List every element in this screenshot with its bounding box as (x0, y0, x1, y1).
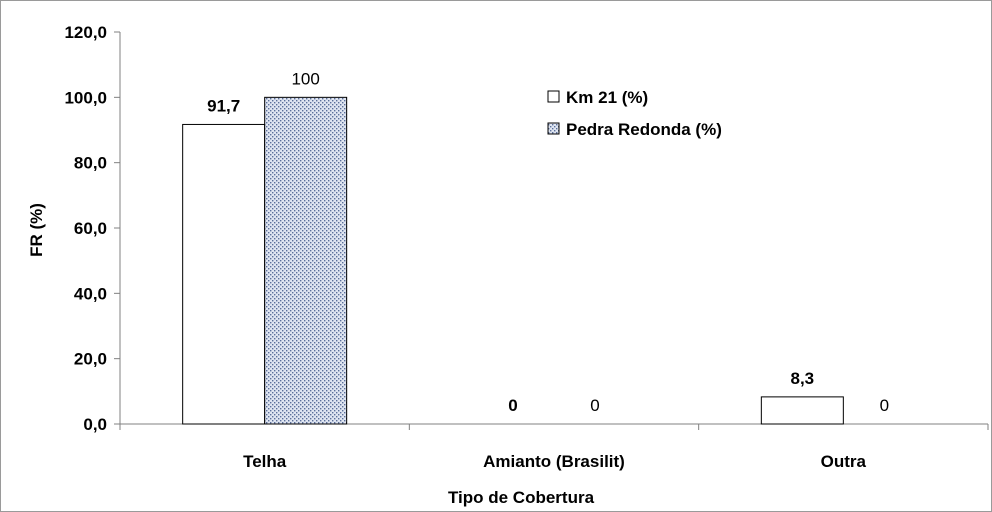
bar-km21 (182, 123, 266, 425)
y-tick-label: 60,0 (74, 219, 107, 238)
data-label: 8,3 (791, 369, 815, 388)
y-axis-title: FR (%) (27, 203, 46, 257)
x-tick-label: Outra (821, 452, 867, 471)
x-tick-label: Telha (243, 452, 287, 471)
data-label: 91,7 (207, 96, 240, 115)
y-tick-label: 40,0 (74, 284, 107, 303)
data-label: 0 (880, 396, 889, 415)
x-axis-title: Tipo de Cobertura (448, 488, 595, 507)
legend-swatch (547, 90, 560, 103)
y-tick-label: 0,0 (83, 415, 107, 434)
data-label: 100 (291, 69, 319, 88)
legend-label: Km 21 (%) (566, 88, 648, 107)
bar-pedra-redonda (264, 96, 348, 425)
legend-swatch (547, 122, 560, 135)
y-tick-label: 80,0 (74, 154, 107, 173)
legend-label: Pedra Redonda (%) (566, 120, 722, 139)
y-tick-label: 100,0 (64, 88, 107, 107)
y-tick-label: 120,0 (64, 23, 107, 42)
data-label: 0 (590, 396, 599, 415)
bar-km21 (760, 396, 844, 425)
data-label: 0 (508, 396, 517, 415)
x-tick-label: Amianto (Brasilit) (483, 452, 625, 471)
y-tick-label: 20,0 (74, 350, 107, 369)
